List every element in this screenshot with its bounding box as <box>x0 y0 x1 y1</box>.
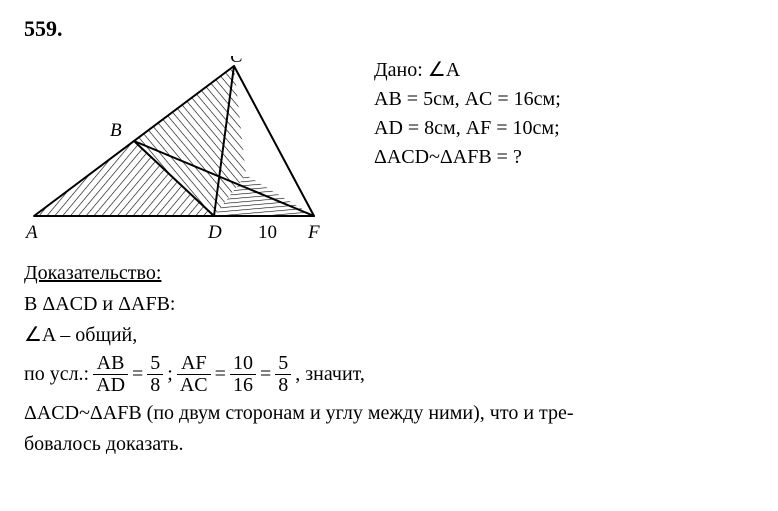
proof-line-5: бовалось доказать. <box>24 429 754 460</box>
fraction-10-16: 10 16 <box>230 353 256 396</box>
given-similarity-question: ΔACD~ΔAFB = ? <box>374 143 561 172</box>
proof-block: Доказательство: В ΔACD и ΔAFB: ∠A – общи… <box>24 258 754 460</box>
proof-title: Доказательство: <box>24 258 754 289</box>
proof-line-4: ΔACD~ΔAFB (по двум сторонам и углу между… <box>24 398 754 429</box>
frac-den: AD <box>93 375 128 396</box>
problem-number: 559. <box>24 16 754 42</box>
eq-sign: = <box>132 359 143 390</box>
frac-num: AB <box>93 353 128 375</box>
frac-num: 5 <box>147 353 163 375</box>
svg-text:C: C <box>230 56 243 67</box>
proof-line3-tail: , значит, <box>295 359 365 390</box>
proof-line1-pre: В <box>24 293 42 315</box>
frac-den: 8 <box>275 375 291 396</box>
svg-text:B: B <box>110 120 122 141</box>
fraction-ab-ad: AB AD <box>93 353 128 396</box>
given-angle: ∠A <box>428 59 460 81</box>
given-line-ad-af: AD = 8см, AF = 10см; <box>374 114 561 143</box>
frac-num: 10 <box>230 353 256 375</box>
top-row: A D F C B 10 Дано: ∠A AB = 5см, AC = 16см; AD… <box>24 56 754 246</box>
proof-line-1: В ΔACD и ΔAFB: <box>24 289 754 320</box>
frac-den: 8 <box>147 375 163 396</box>
geometry-diagram: A D F C B 10 <box>24 56 344 246</box>
diagram-svg: A D F C B 10 <box>24 56 344 246</box>
given-line-1: Дано: ∠A <box>374 56 561 85</box>
given-line-ab-ac: AB = 5см, AC = 16см; <box>374 85 561 114</box>
fraction-af-ac: AF AC <box>177 353 211 396</box>
eq-sign: = <box>260 359 271 390</box>
proof-line1-tri: ΔACD и ΔAFB: <box>42 293 175 315</box>
frac-num: AF <box>177 353 211 375</box>
separator: ; <box>167 359 173 390</box>
svg-text:F: F <box>307 222 320 243</box>
frac-den: AC <box>177 375 211 396</box>
fraction-5-8-a: 5 8 <box>147 353 163 396</box>
proof-line3-pre: по усл.: <box>24 359 89 390</box>
fraction-5-8-b: 5 8 <box>275 353 291 396</box>
proof-line-2: ∠A – общий, <box>24 320 754 351</box>
svg-text:A: A <box>24 222 38 243</box>
svg-text:10: 10 <box>258 222 277 243</box>
eq-sign: = <box>215 359 226 390</box>
frac-num: 5 <box>275 353 291 375</box>
given-heading: Дано: <box>374 59 428 81</box>
frac-den: 16 <box>230 375 256 396</box>
proof-line-3: по усл.: AB AD = 5 8 ; AF AC = 10 16 = <box>24 353 754 396</box>
given-block: Дано: ∠A AB = 5см, AC = 16см; AD = 8см, … <box>374 56 561 172</box>
svg-text:D: D <box>207 222 222 243</box>
